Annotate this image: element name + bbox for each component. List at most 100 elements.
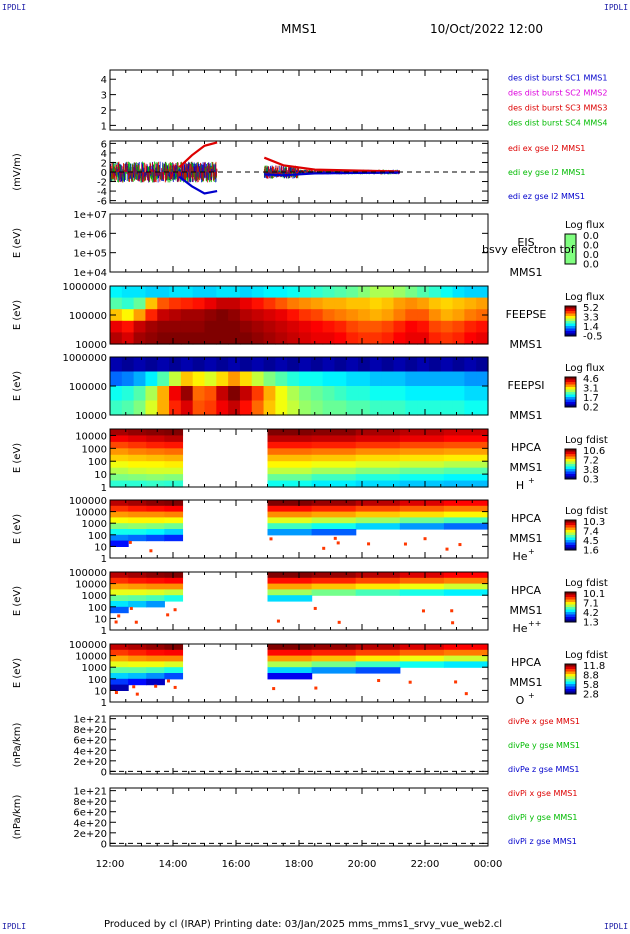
heatmap-cell — [464, 286, 477, 299]
heatmap-cell — [169, 332, 182, 345]
heatmap-cell — [381, 400, 395, 416]
y-tick-label: 10000 — [75, 580, 107, 591]
heatmap-cell — [204, 297, 217, 310]
colorbar-segment — [565, 686, 576, 690]
heatmap-cell — [311, 517, 357, 524]
heatmap-cell — [287, 357, 300, 373]
heatmap-cell — [146, 511, 165, 518]
heatmap-cell — [146, 480, 165, 488]
heatmap-cell — [399, 429, 445, 437]
heatmap-cell — [121, 309, 135, 322]
heatmap-cell — [355, 505, 401, 513]
colorbar-value: 11.8 — [583, 661, 605, 672]
colorbar-segment — [565, 602, 576, 605]
instrument-label: HPCA — [511, 441, 542, 454]
y-tick-label: 1e+07 — [73, 210, 107, 221]
heatmap-cell — [452, 357, 465, 373]
heatmap-cell — [267, 505, 313, 513]
colorbar-segment — [565, 530, 576, 533]
y-tick-label: 10000 — [75, 652, 107, 663]
heatmap-cell — [164, 595, 184, 602]
heatmap-cell — [443, 467, 489, 475]
y-axis-label: E (eV) — [12, 228, 23, 258]
heatmap-cell — [399, 500, 445, 507]
heatmap-cell — [310, 332, 324, 345]
heatmap-cell — [443, 577, 489, 585]
panel-frame — [109, 787, 489, 847]
heatmap-cell — [381, 309, 395, 322]
heatmap-cell — [440, 297, 454, 310]
heatmap-cell — [204, 332, 217, 345]
y-tick-label: 1 — [101, 121, 107, 132]
heatmap-cell — [399, 523, 445, 530]
panel-7 — [109, 571, 577, 631]
heatmap-cell — [192, 332, 206, 345]
heatmap-cell — [299, 320, 312, 333]
heatmap-cell — [216, 332, 229, 345]
heatmap-cell — [146, 474, 165, 482]
heatmap-cell — [267, 644, 313, 651]
heatmap-cell — [128, 661, 147, 668]
heatmap-cell — [128, 429, 147, 437]
heatmap-cell — [322, 357, 336, 373]
colorbar-segment — [565, 456, 576, 460]
colorbar-segment — [565, 331, 576, 334]
y-tick-label: 1000 — [82, 444, 107, 455]
heatmap-cell — [204, 309, 217, 322]
heatmap-cell — [133, 400, 147, 416]
colorbar-value: -0.5 — [583, 332, 603, 343]
heatmap-cell — [334, 286, 347, 299]
heatmap-cell — [128, 500, 147, 507]
heatmap-cell — [381, 386, 395, 402]
heatmap-cell — [121, 357, 135, 373]
legend-entry: divPi x gse MMS1 — [508, 789, 577, 798]
heatmap-cell — [417, 332, 430, 345]
heatmap-cell — [204, 386, 217, 402]
heatmap-cell — [164, 448, 184, 456]
y-tick-label: 8e+20 — [73, 725, 107, 736]
heatmap-cell — [399, 649, 445, 657]
heatmap-cell — [251, 357, 265, 373]
heatmap-cell — [311, 441, 357, 449]
heatmap-cell — [133, 320, 147, 333]
heatmap-cell — [146, 583, 165, 590]
legend-entry: des dist burst SC4 MMS4 — [508, 119, 607, 128]
heatmap-cell — [369, 332, 383, 345]
heatmap-cell — [393, 297, 406, 310]
heatmap-cell — [110, 529, 129, 536]
heatmap-cell — [110, 429, 129, 437]
heatmap-cell — [216, 400, 229, 416]
heatmap-cell — [204, 400, 217, 416]
heatmap-cell — [157, 357, 170, 373]
heatmap-cell — [355, 441, 401, 449]
heatmap-cell — [346, 357, 359, 373]
heatmap-cell — [346, 297, 359, 310]
heatmap-cell — [464, 371, 477, 387]
heatmap-cell — [267, 523, 313, 530]
heatmap-cell — [443, 649, 489, 657]
heatmap-cell — [275, 386, 288, 402]
y-tick-label: 10 — [94, 614, 107, 625]
heatmap-cell — [275, 309, 288, 322]
colorbar-label: Log fdist — [565, 435, 608, 446]
colorbar-segment — [565, 379, 576, 383]
heatmap-cell — [443, 511, 489, 518]
colorbar-value: 4.2 — [583, 608, 599, 619]
colorbar-value: 1.7 — [583, 393, 599, 404]
y-tick-label: 6e+20 — [73, 808, 107, 819]
heatmap-cell — [267, 511, 313, 518]
heatmap-cell — [228, 286, 241, 299]
heatmap-cell — [166, 679, 170, 683]
heatmap-cell — [110, 517, 129, 524]
heatmap-cell — [146, 572, 165, 579]
heatmap-cell — [145, 286, 158, 299]
heatmap-cell — [267, 529, 313, 536]
heatmap-cell — [346, 332, 359, 345]
heatmap-cell — [110, 667, 129, 674]
colorbar-frame — [564, 448, 577, 480]
heatmap-cell — [275, 357, 288, 373]
heatmap-cell — [464, 309, 477, 322]
heatmap-cell — [322, 297, 336, 310]
heatmap-cell — [157, 386, 170, 402]
heatmap-cell — [145, 371, 158, 387]
